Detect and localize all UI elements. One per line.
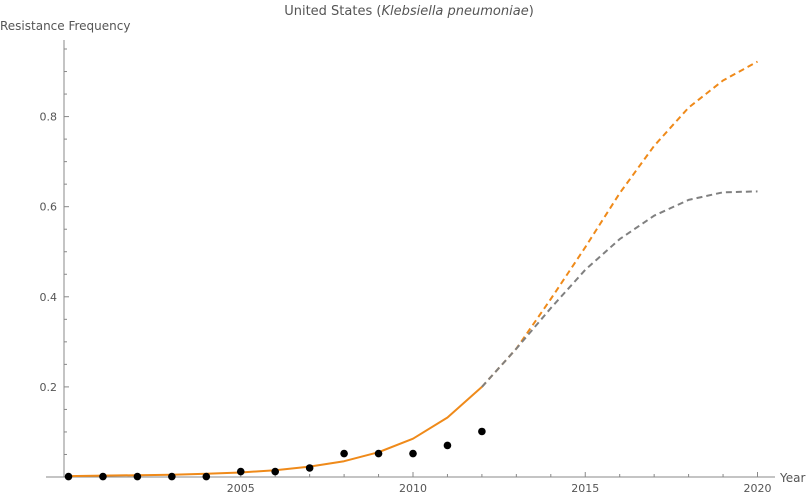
chart-title-suffix: ) xyxy=(529,4,534,19)
observed-point xyxy=(168,472,176,481)
observed-point xyxy=(409,449,417,458)
observed-point xyxy=(99,472,107,481)
observed-point xyxy=(374,449,383,458)
observed-point xyxy=(443,441,452,450)
observed-point xyxy=(305,464,314,472)
y-tick-label: 0.6 xyxy=(40,201,58,214)
chart-title: United States (Klebsiella pneumoniae) xyxy=(284,4,534,19)
x-tick-label: 2015 xyxy=(571,482,599,495)
y-axis-label: Resistance Frequency xyxy=(0,19,130,33)
observed-point xyxy=(271,467,280,476)
x-tick-label: 2010 xyxy=(399,482,427,495)
y-tick-label: 0.8 xyxy=(40,111,58,124)
x-tick-label: 2020 xyxy=(744,482,772,495)
observed-point xyxy=(340,449,348,458)
x-axis-label: Year xyxy=(779,471,805,485)
observed-point xyxy=(64,472,73,481)
x-tick-label: 2005 xyxy=(227,482,255,495)
series-line-0 xyxy=(68,386,483,478)
observed-point xyxy=(202,472,211,481)
observed-point xyxy=(133,472,142,481)
chart-title-italic: Klebsiella pneumoniae xyxy=(381,4,528,19)
series-line-2 xyxy=(481,190,758,388)
chart-title-prefix: United States ( xyxy=(284,4,381,19)
y-tick-label: 0.4 xyxy=(40,291,58,304)
axis-ticks: 2005 2010 2015 2020 0.2 0.4 0.6 0.8 xyxy=(40,48,772,495)
observed-points xyxy=(64,427,486,481)
observed-point xyxy=(478,427,486,436)
series-line-1 xyxy=(481,60,758,388)
observed-point xyxy=(236,467,245,476)
series-layer xyxy=(68,60,758,478)
y-tick-label: 0.2 xyxy=(40,381,58,394)
